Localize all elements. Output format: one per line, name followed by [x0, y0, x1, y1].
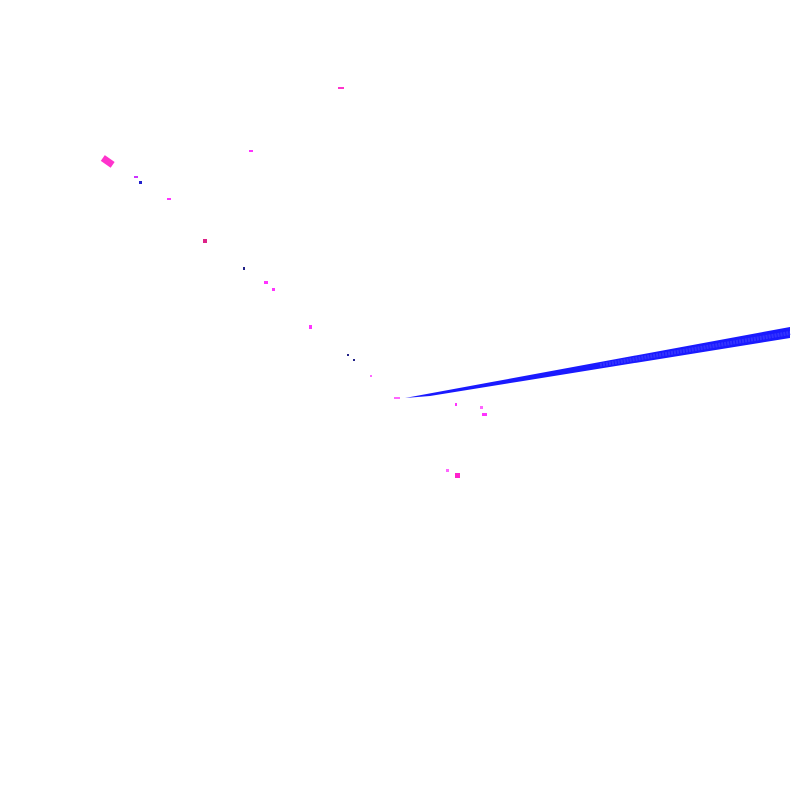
speck: [338, 87, 344, 89]
speck: [347, 354, 349, 356]
blue-streak: [405, 327, 790, 398]
speck: [134, 176, 138, 178]
speck: [139, 181, 142, 184]
specks: [100, 87, 487, 478]
speck: [249, 150, 253, 152]
speck: [446, 469, 449, 472]
speck: [455, 473, 460, 478]
speck: [370, 375, 372, 377]
speck: [482, 413, 487, 416]
speck: [100, 155, 115, 168]
speck: [394, 397, 400, 399]
speck: [203, 239, 207, 243]
blue-streak-detail: [599, 331, 791, 367]
speck: [264, 281, 268, 284]
speck: [353, 359, 355, 361]
speck: [243, 267, 245, 270]
speck: [455, 403, 457, 406]
speck: [167, 198, 171, 200]
speck: [309, 325, 312, 329]
speck: [272, 288, 275, 291]
speck: [480, 406, 483, 409]
